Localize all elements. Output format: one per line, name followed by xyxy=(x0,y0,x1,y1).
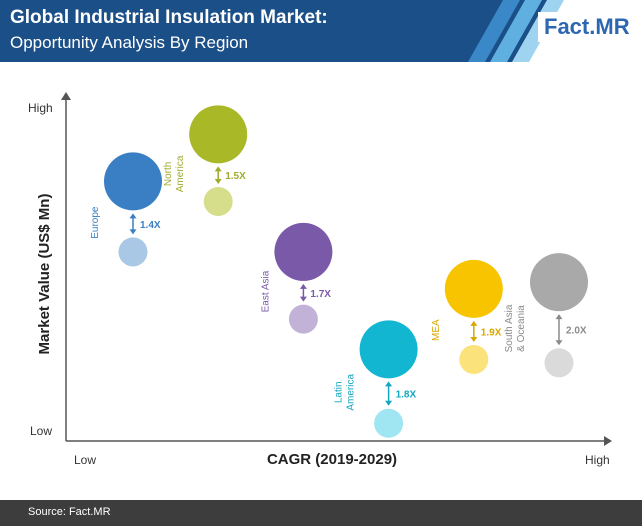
x-axis-high-label: High xyxy=(585,453,610,467)
growth-arrow-head-up-0 xyxy=(129,213,137,219)
growth-arrow-1 xyxy=(214,166,222,185)
growth-arrow-head-up-1 xyxy=(214,166,222,172)
bubble-base-2 xyxy=(288,304,318,334)
bubble-current-4 xyxy=(444,259,503,318)
x-axis-low-label: Low xyxy=(74,453,96,467)
region-label-4-line-0: MEA xyxy=(431,319,442,341)
bubble-base-1 xyxy=(203,187,233,217)
region-label-3-line-1: America xyxy=(346,374,357,411)
y-axis-high-label: High xyxy=(28,101,53,115)
source-note: Source: Fact.MR xyxy=(28,506,111,518)
region-label-1-line-0: North xyxy=(163,162,174,186)
chart-title: Global Industrial Insulation Market: xyxy=(10,7,328,28)
region-label-1-line-1: America xyxy=(175,155,186,192)
y-axis-title: Market Value (US$ Mn) xyxy=(36,194,53,355)
multiplier-label-4: 1.9X xyxy=(481,327,502,338)
region-label-3-line-0: Latin xyxy=(334,381,345,403)
footer-bar: Source: Fact.MR xyxy=(0,500,642,526)
logo-text-mr: .MR xyxy=(589,14,630,39)
growth-arrow-head-down-5 xyxy=(555,340,563,346)
growth-arrow-head-down-4 xyxy=(470,336,478,342)
region-label-0-line-0: Europe xyxy=(90,206,101,239)
bubble-current-5 xyxy=(530,253,588,312)
region-label-5-line-0: South Asia xyxy=(504,304,515,352)
bubble-base-3 xyxy=(374,408,404,438)
y-axis-low-label: Low xyxy=(30,424,52,438)
bubble-current-3 xyxy=(359,320,418,379)
growth-arrow-head-down-2 xyxy=(299,296,307,302)
y-axis-arrowhead xyxy=(61,92,71,100)
growth-arrow-head-up-5 xyxy=(555,314,563,320)
chart-axes: High Low Low High CAGR (2019-2029) Market Val… xyxy=(28,92,612,468)
bubble-base-4 xyxy=(459,344,489,374)
growth-arrow-head-down-1 xyxy=(214,179,222,185)
bubble-current-0 xyxy=(104,152,162,211)
header-banner: Global Industrial Insulation Market: Opp… xyxy=(0,0,642,62)
chart-subtitle: Opportunity Analysis By Region xyxy=(10,33,249,52)
growth-arrow-head-up-3 xyxy=(385,381,393,387)
x-axis-arrowhead xyxy=(604,436,612,446)
bubble-chart: High Low Low High CAGR (2019-2029) Market Val… xyxy=(28,92,612,468)
multiplier-label-0: 1.4X xyxy=(140,220,161,231)
growth-arrow-head-down-0 xyxy=(129,229,137,235)
bubble-base-0 xyxy=(118,237,148,267)
multiplier-label-1: 1.5X xyxy=(225,171,246,182)
growth-arrow-head-up-2 xyxy=(299,283,307,289)
growth-arrow-2 xyxy=(299,283,307,302)
bubble-base-5 xyxy=(544,348,574,378)
growth-arrow-head-up-4 xyxy=(470,320,478,326)
logo-text-fact: Fact xyxy=(544,14,590,39)
growth-arrow-4 xyxy=(470,320,478,342)
growth-arrow-head-down-3 xyxy=(385,400,393,406)
region-label-5-line-1: & Oceania xyxy=(516,305,527,352)
bubble-current-2 xyxy=(274,222,333,281)
x-axis-title: CAGR (2019-2029) xyxy=(267,451,397,468)
growth-arrow-5 xyxy=(555,314,563,346)
growth-arrow-3 xyxy=(385,381,393,406)
growth-arrow-0 xyxy=(129,213,137,235)
multiplier-label-5: 2.0X xyxy=(566,326,587,337)
multiplier-label-2: 1.7X xyxy=(310,289,331,300)
factmr-logo: Fact.MR xyxy=(538,12,636,42)
bubble-current-1 xyxy=(189,105,248,164)
multiplier-label-3: 1.8X xyxy=(396,390,417,401)
region-label-2-line-0: East Asia xyxy=(260,270,271,312)
